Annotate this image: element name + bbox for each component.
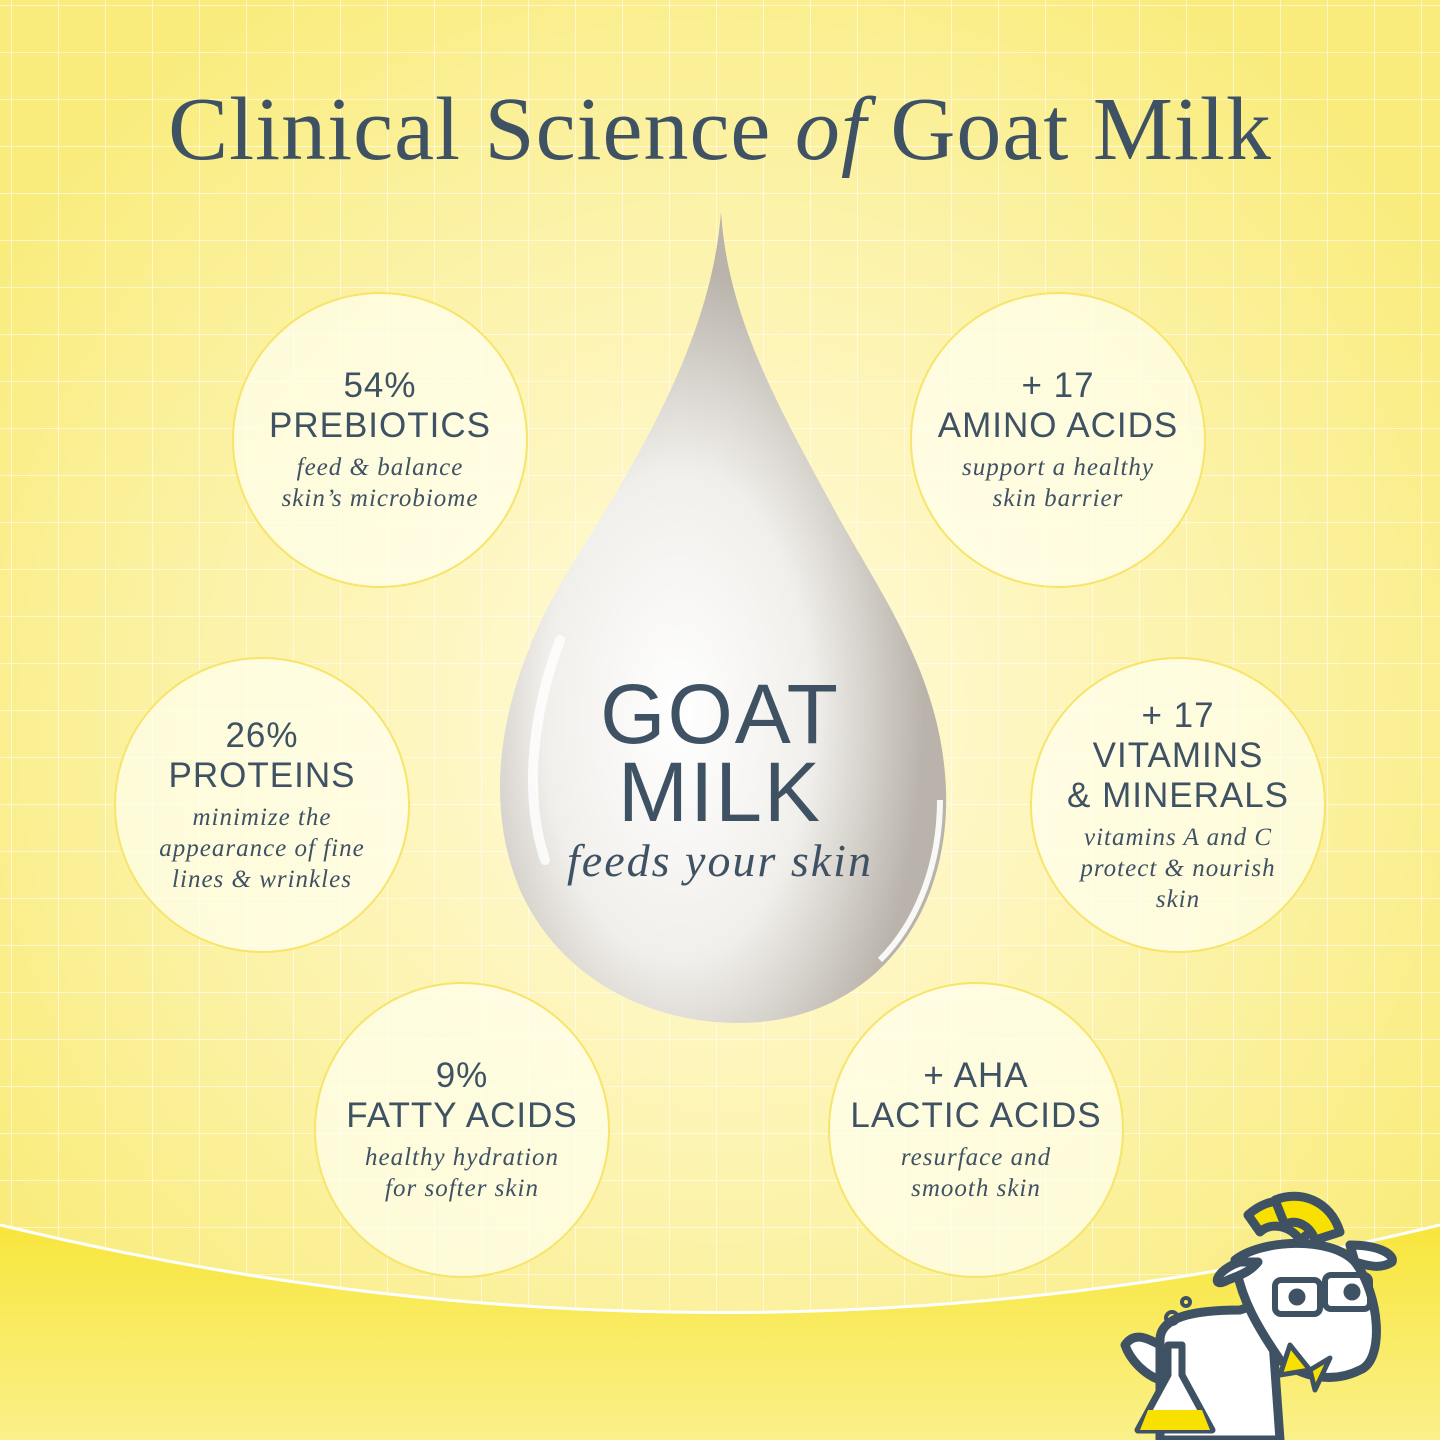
benefit-description-line: support a healthy bbox=[962, 454, 1154, 481]
benefit-description-line: feed & balance bbox=[296, 454, 464, 481]
benefit-description: feed & balance skin’s microbiome bbox=[282, 452, 479, 514]
benefit-description-line: skin’s microbiome bbox=[281, 485, 479, 512]
benefit-heading: FATTY ACIDS bbox=[346, 1096, 578, 1135]
benefit-description-line: resurface and bbox=[900, 1144, 1052, 1171]
benefit-heading: 26% bbox=[225, 715, 299, 755]
benefit-description: minimize the appearance of fine lines & wr… bbox=[159, 802, 364, 895]
benefit-description-line: for softer skin bbox=[385, 1175, 539, 1202]
benefit-circle-vitamins-minerals: + 17 VITAMINS & MINERALS vitamins A and C pr… bbox=[1030, 657, 1326, 953]
benefit-description-line: appearance of fine bbox=[159, 834, 365, 862]
benefit-description: resurface and smooth skin bbox=[901, 1142, 1051, 1204]
benefit-heading: 54% bbox=[343, 366, 417, 405]
benefit-circle-lactic-acids: + AHA LACTIC ACIDS resurface and smooth ski… bbox=[828, 982, 1124, 1278]
benefit-description-line: skin barrier bbox=[992, 485, 1124, 512]
benefit-heading: AMINO ACIDS bbox=[937, 406, 1179, 445]
benefit-description-line: protect & nourish bbox=[1080, 854, 1276, 882]
benefit-heading: LACTIC ACIDS bbox=[850, 1096, 1102, 1135]
benefit-circle-proteins: 26% PROTEINS minimize the appearance of fin… bbox=[114, 657, 410, 953]
benefit-circle-amino-acids: + 17 AMINO ACIDS support a healthy skin bar… bbox=[910, 292, 1206, 588]
goat-scientist-icon bbox=[1120, 1191, 1397, 1440]
benefit-description-line: skin bbox=[1155, 885, 1201, 913]
benefit-description-line: vitamins A and C bbox=[1083, 823, 1272, 851]
page-title: Clinical Science of Goat Milk bbox=[168, 80, 1272, 179]
benefit-description: support a healthy skin barrier bbox=[962, 452, 1154, 514]
center-tagline: feeds your skin bbox=[567, 835, 873, 886]
benefit-heading: VITAMINS bbox=[1092, 735, 1264, 775]
benefit-description: vitamins A and C protect & nourish skin bbox=[1080, 822, 1275, 915]
benefit-description-line: lines & wrinkles bbox=[172, 865, 352, 893]
benefit-heading: PROTEINS bbox=[168, 755, 356, 795]
goat-milk-label: GOAT MILK feeds your skin bbox=[520, 672, 920, 887]
benefit-circle-prebiotics: 54% PREBIOTICS feed & balance skin’s microb… bbox=[232, 292, 528, 588]
benefit-description-line: minimize the bbox=[192, 803, 332, 831]
benefit-heading: 9% bbox=[435, 1056, 489, 1095]
benefit-heading: PREBIOTICS bbox=[269, 406, 491, 445]
benefit-heading: & MINERALS bbox=[1067, 775, 1289, 815]
milk-drop bbox=[500, 212, 947, 1023]
benefit-description: healthy hydration for softer skin bbox=[365, 1142, 559, 1204]
center-line1: GOAT bbox=[600, 667, 840, 761]
benefit-heading: + 17 bbox=[1141, 695, 1215, 735]
benefit-description-line: smooth skin bbox=[911, 1175, 1041, 1202]
benefit-description-line: healthy hydration bbox=[364, 1144, 560, 1171]
benefit-heading: + AHA bbox=[923, 1056, 1029, 1095]
center-line2: MILK bbox=[617, 745, 823, 839]
benefit-circle-fatty-acids: 9% FATTY ACIDS healthy hydration for softer… bbox=[314, 982, 610, 1278]
benefit-heading: + 17 bbox=[1021, 366, 1095, 405]
